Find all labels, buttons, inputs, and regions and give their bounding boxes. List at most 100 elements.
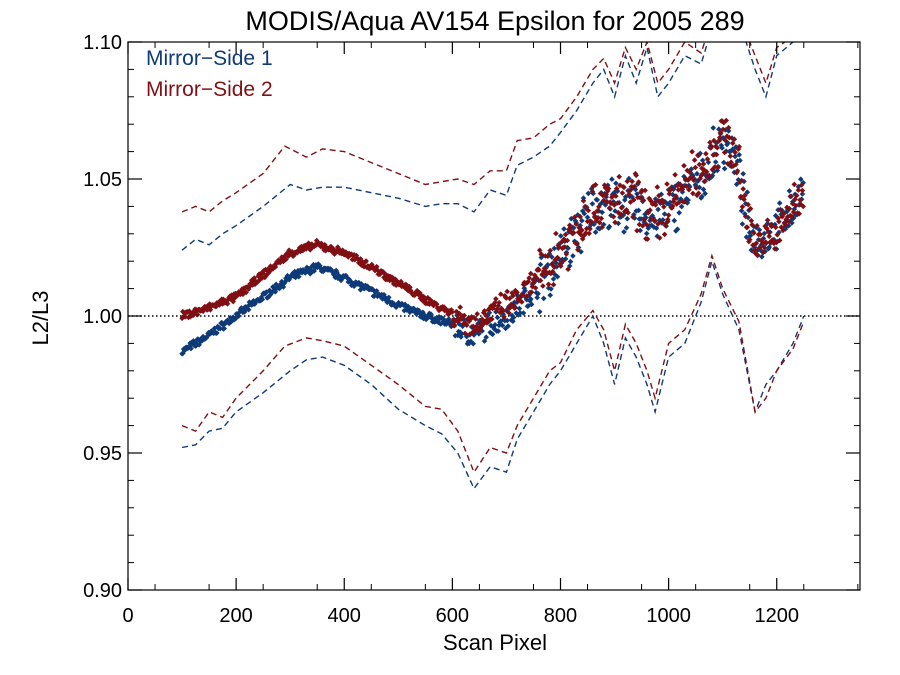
data-point	[577, 213, 583, 220]
data-point	[544, 270, 550, 277]
data-point	[739, 221, 746, 227]
data-point	[392, 276, 399, 283]
data-point	[369, 261, 375, 268]
data-point	[643, 222, 650, 228]
data-point	[481, 338, 488, 344]
data-point	[665, 212, 672, 218]
data-point	[678, 203, 685, 210]
data-point	[306, 244, 313, 251]
data-point	[746, 236, 753, 243]
data-point	[481, 308, 488, 314]
chart-title: MODIS/Aqua AV154 Epsilon for 2005 289	[245, 6, 744, 36]
data-point	[592, 229, 599, 235]
data-point	[613, 185, 620, 192]
data-point	[635, 207, 642, 214]
data-point	[545, 262, 551, 268]
data-point	[800, 203, 806, 210]
data-point	[233, 311, 240, 317]
data-point	[335, 272, 342, 279]
data-point	[451, 322, 458, 329]
data-point	[199, 337, 206, 344]
data-point	[456, 321, 463, 327]
data-point	[749, 222, 755, 228]
data-point	[796, 210, 802, 217]
data-point	[430, 302, 437, 309]
data-point	[470, 323, 476, 330]
data-point	[743, 234, 750, 240]
data-point	[469, 329, 476, 336]
data-point	[522, 287, 528, 294]
data-point	[789, 213, 795, 220]
data-point	[207, 307, 214, 313]
data-point	[558, 263, 564, 269]
data-point	[309, 263, 315, 270]
data-point	[491, 302, 498, 309]
data-point	[682, 176, 689, 182]
data-point	[296, 273, 302, 280]
data-point	[573, 221, 579, 227]
data-point	[631, 183, 638, 190]
x-tick-label: 800	[544, 605, 577, 627]
data-point	[466, 318, 472, 324]
data-point	[760, 235, 767, 242]
data-point	[449, 309, 455, 315]
data-point	[386, 294, 392, 301]
data-point	[594, 208, 601, 214]
data-point	[639, 223, 646, 229]
data-point	[550, 276, 557, 282]
data-point	[624, 215, 631, 222]
data-point	[736, 152, 742, 158]
data-point	[472, 316, 479, 322]
data-point	[785, 218, 792, 225]
data-point	[229, 293, 236, 300]
data-point	[798, 182, 805, 188]
data-point	[495, 303, 502, 309]
data-point	[266, 287, 273, 294]
data-point	[653, 198, 660, 205]
data-point	[648, 215, 655, 222]
data-point	[776, 200, 783, 206]
data-point	[608, 212, 614, 219]
data-point	[676, 199, 682, 206]
data-point	[190, 312, 197, 318]
data-point	[497, 309, 503, 316]
data-point	[671, 217, 678, 224]
data-point	[696, 161, 703, 168]
data-point	[647, 217, 653, 224]
data-point	[448, 323, 455, 330]
data-point	[227, 296, 234, 302]
data-point	[570, 230, 577, 236]
data-point	[679, 186, 686, 193]
data-point	[489, 316, 495, 322]
data-point	[641, 216, 648, 223]
data-point	[724, 133, 730, 139]
data-point	[463, 322, 470, 328]
data-point	[647, 207, 653, 213]
data-point	[259, 275, 266, 281]
data-point	[373, 288, 380, 294]
data-point	[598, 215, 605, 222]
y-tick-label: 1.10	[83, 32, 122, 54]
data-point	[723, 117, 729, 124]
data-point	[700, 161, 707, 167]
data-point	[651, 224, 657, 230]
data-point	[425, 294, 431, 301]
data-point	[305, 240, 312, 246]
data-point	[613, 180, 619, 187]
data-point	[773, 239, 780, 246]
data-point	[765, 229, 772, 235]
data-point	[757, 231, 764, 238]
data-point	[463, 333, 470, 340]
data-point	[656, 192, 662, 199]
data-point	[685, 177, 691, 183]
data-point	[548, 286, 554, 292]
data-point	[467, 331, 473, 337]
data-point	[277, 259, 283, 266]
data-point	[578, 249, 584, 255]
data-point	[383, 272, 390, 278]
data-point	[263, 272, 270, 279]
data-point	[711, 168, 717, 175]
data-point	[659, 197, 665, 204]
data-point	[621, 184, 627, 191]
data-point	[473, 323, 480, 330]
